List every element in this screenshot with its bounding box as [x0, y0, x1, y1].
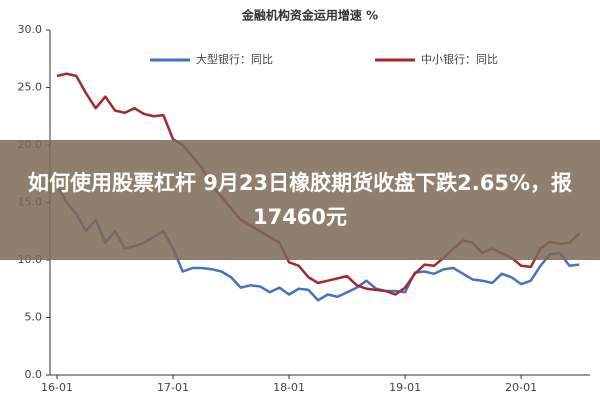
x-tick-label: 20-01	[505, 381, 537, 394]
chart-title: 金融机构资金运用增速 %	[241, 8, 378, 23]
banner: 如何使用股票杠杆 9月23日橡胶期货收盘下跌2.65%，报17460元	[0, 140, 600, 260]
y-tick-label: 25.0	[18, 81, 43, 94]
y-tick-label: 0.0	[25, 368, 43, 381]
y-tick-label: 5.0	[25, 311, 43, 324]
banner-text: 如何使用股票杠杆 9月23日橡胶期货收盘下跌2.65%，报17460元	[28, 171, 572, 229]
y-tick-label: 30.0	[18, 23, 43, 36]
x-tick-label: 16-01	[41, 381, 73, 394]
x-tick-label: 17-01	[157, 381, 189, 394]
x-tick-label: 18-01	[273, 381, 305, 394]
legend-label: 大型银行：同比	[196, 52, 273, 66]
legend-label: 中小银行：同比	[421, 52, 498, 66]
x-tick-label: 19-01	[389, 381, 421, 394]
